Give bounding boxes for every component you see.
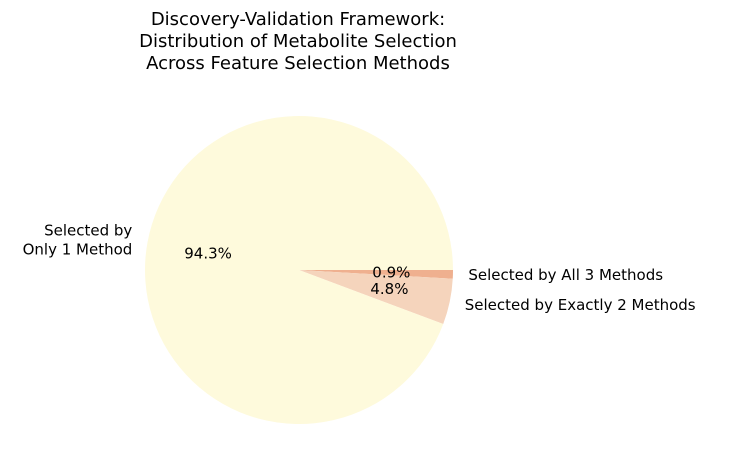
chart-title-line-2: Distribution of Metabolite Selection: [139, 31, 457, 52]
pie-category-label-line: Selected by All 3 Methods: [468, 266, 663, 284]
pie-slice-selected-by-all-3-methods: [299, 270, 453, 279]
pie-slice-selected-by-exactly-2-methods: [299, 270, 453, 324]
pie-pct-label-selected-by-exactly-2-methods: 4.8%: [370, 280, 408, 298]
chart-title-line-3: Across Feature Selection Methods: [146, 53, 450, 74]
pie-category-label-line: Selected by: [44, 221, 132, 239]
pie-slice-selected-by-only-1-method: [145, 116, 454, 425]
pie-slices: [145, 116, 454, 425]
pie-category-label-line: Only 1 Method: [23, 240, 133, 258]
pie-pct-label-selected-by-only-1-method: 94.3%: [184, 245, 232, 263]
pie-category-label-selected-by-exactly-2-methods: Selected by Exactly 2 Methods: [465, 296, 696, 314]
pie-pct-label-selected-by-all-3-methods: 0.9%: [372, 264, 410, 282]
chart-title-line-1: Discovery-Validation Framework:: [150, 9, 446, 30]
pie-category-label-line: Selected by Exactly 2 Methods: [465, 296, 696, 314]
pie-category-label-selected-by-only-1-method: Selected by Only 1 Method: [23, 221, 133, 258]
pie-labels: 0.9% Selected by All 3 Methods 4.8% Selecte…: [23, 221, 696, 314]
pie-category-label-selected-by-all-3-methods: Selected by All 3 Methods: [468, 266, 663, 284]
